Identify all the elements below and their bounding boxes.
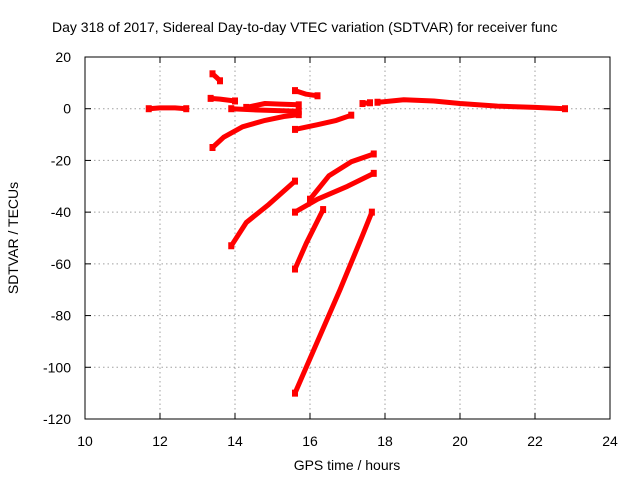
x-tick-label: 24 — [602, 433, 618, 449]
series-point — [228, 105, 235, 113]
series-segment-arc-near-zero-12h — [148, 105, 187, 112]
y-tick-label: -120 — [43, 411, 71, 427]
y-tick-label: -40 — [51, 204, 71, 220]
y-tick-label: 0 — [63, 101, 71, 117]
series-point — [209, 144, 216, 151]
y-tick-label: -80 — [51, 308, 71, 324]
x-tick-label: 16 — [302, 433, 318, 449]
series-segment-arc-small-16h — [294, 88, 318, 99]
grid — [85, 57, 610, 419]
series-point — [209, 70, 216, 78]
series-point — [292, 87, 298, 95]
series-segment-arc-mid-16_6h — [293, 171, 375, 215]
x-tick-label: 10 — [77, 433, 93, 449]
series-point — [217, 77, 223, 85]
y-tick-label: -100 — [43, 359, 71, 375]
series-point — [145, 105, 152, 113]
series-segment-arc-mid-14_8h — [229, 179, 297, 248]
y-tick-label: 20 — [55, 49, 71, 65]
series-point — [314, 92, 321, 100]
series-point — [562, 105, 568, 113]
plot-frame — [84, 56, 611, 420]
x-tick-label: 12 — [152, 433, 168, 449]
x-tick-labels: 10 12 14 16 18 20 22 24 — [77, 433, 618, 449]
series-point — [370, 150, 377, 158]
series-point — [292, 208, 298, 216]
series-segment-arc-near-zero-14_6h — [231, 106, 299, 114]
series-point — [307, 195, 313, 203]
x-axis-title: GPS time / hours — [294, 457, 401, 473]
x-tick-label: 14 — [227, 433, 243, 449]
series-segment-arc-near-zero-14_5h — [245, 101, 299, 110]
series-point — [295, 101, 302, 109]
series-point — [368, 208, 375, 216]
series-segment-arc-steep-16h — [292, 208, 326, 271]
series-point — [292, 125, 298, 133]
series-point — [228, 242, 235, 250]
series-segment-arc-long-zero-20h — [377, 97, 566, 112]
series-point — [183, 105, 190, 113]
series-point — [370, 169, 377, 177]
y-axis-title: SDTVAR / TECUs — [5, 182, 21, 294]
series-point — [292, 389, 298, 397]
series-segment-arc-rising-14h — [210, 112, 300, 150]
data-series — [145, 70, 568, 397]
series-point — [348, 111, 355, 119]
series-segment-arc-mid-16_5h — [308, 151, 375, 201]
y-tick-labels: -120 -100 -80 -60 -40 -20 0 20 — [43, 49, 71, 427]
series-segment-arc-rising-16h — [294, 112, 353, 132]
series-point — [232, 97, 238, 105]
series-segment-arc-steep-16_6h — [292, 211, 375, 395]
y-tick-label: -60 — [51, 256, 71, 272]
ticks — [84, 56, 611, 420]
series-point — [374, 98, 381, 106]
series-point — [207, 94, 214, 102]
series-point — [320, 206, 327, 214]
series-segment-arc-small-13_5h — [210, 95, 236, 104]
x-tick-label: 20 — [452, 433, 468, 449]
x-tick-label: 18 — [377, 433, 393, 449]
series-point — [359, 100, 366, 108]
series-point — [295, 107, 302, 115]
series-point — [292, 265, 298, 273]
chart-title: Day 318 of 2017, Sidereal Day-to-day VTE… — [52, 19, 558, 35]
x-tick-label: 22 — [527, 433, 543, 449]
y-tick-label: -20 — [51, 152, 71, 168]
series-point — [367, 99, 373, 107]
series-point — [292, 177, 298, 185]
